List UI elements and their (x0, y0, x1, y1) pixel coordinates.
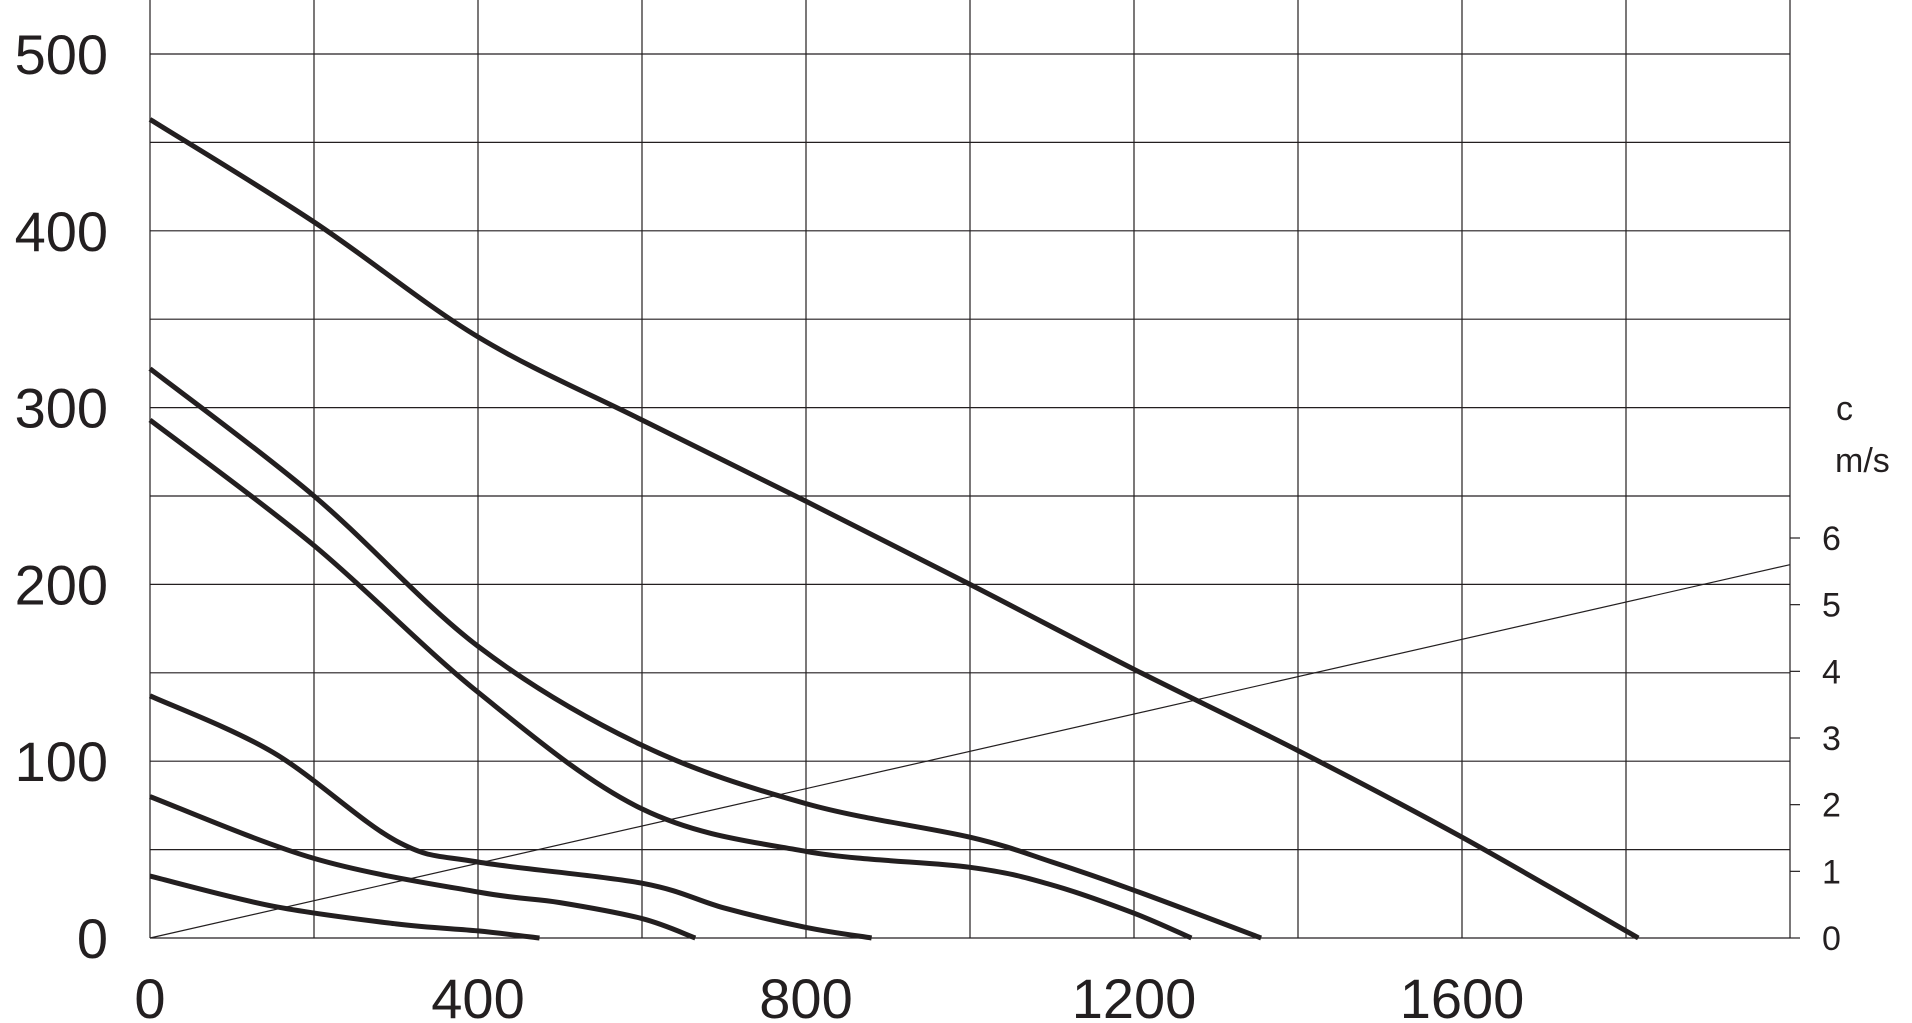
right-axis-unit-c: c (1836, 390, 1853, 428)
right-tick-label: 2 (1822, 787, 1841, 825)
x-tick-label: 1600 (1400, 967, 1525, 1023)
y-tick-label: 100 (15, 730, 108, 793)
series-line-3 (148, 418, 1193, 941)
y-tick-label: 300 (15, 377, 108, 440)
velocity-line-group (149, 564, 1791, 939)
x-tick-label: 400 (431, 967, 524, 1023)
right-axis-unit-ms: m/s (1835, 442, 1890, 480)
x-tick-label: 1200 (1072, 967, 1197, 1023)
x-tick-label: 0 (134, 967, 165, 1023)
y-tick-label: 400 (15, 200, 108, 263)
x-axis-bottom: 0 400 800 1200 1600 (134, 967, 1524, 1023)
right-tick-label: 6 (1822, 520, 1841, 558)
grid-lines (149, 0, 1800, 939)
series-line-6 (149, 873, 540, 941)
x-tick-label: 800 (759, 967, 852, 1023)
y-tick-label: 200 (15, 553, 108, 616)
right-tick-label: 3 (1822, 720, 1841, 758)
y-tick-label: 0 (77, 907, 108, 970)
series-line-2 (148, 366, 1262, 941)
right-tick-label: 4 (1822, 653, 1841, 691)
series-line-5 (149, 794, 697, 941)
series-line-4 (148, 693, 873, 941)
right-tick-label: 0 (1822, 920, 1841, 958)
y-tick-label: 500 (15, 23, 108, 86)
y-axis-left: 0 100 200 300 400 500 (15, 23, 108, 970)
velocity-line (149, 564, 1791, 939)
series-group (148, 117, 1640, 941)
y-axis-right: c m/s 0 1 2 3 4 5 6 (1822, 390, 1890, 958)
series-line-1 (148, 117, 1640, 941)
right-tick-label: 1 (1822, 853, 1841, 891)
right-tick-label: 5 (1822, 587, 1841, 625)
